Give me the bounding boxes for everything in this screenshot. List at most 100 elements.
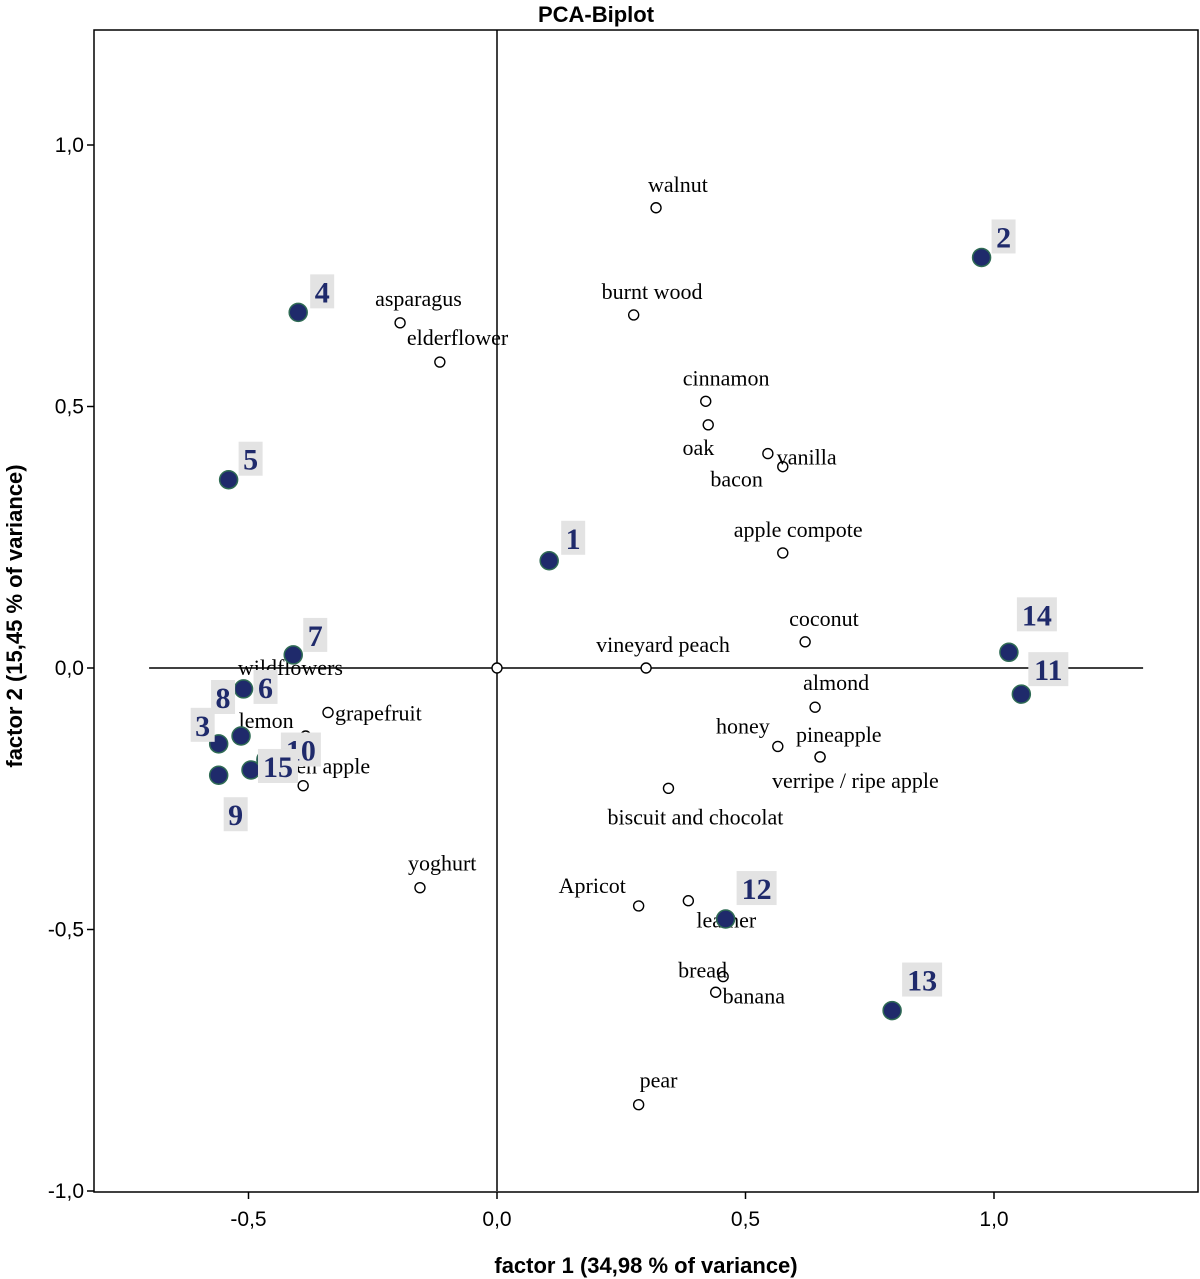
observation-point [1011,684,1032,704]
variable-label: bacon [710,467,763,492]
observation-label-bg [310,274,335,309]
observation-label: 3 [195,710,210,743]
observation-point [231,726,251,746]
y-tick-label: 1,0 [55,134,84,157]
variable-label: banana [723,983,786,1008]
observation-label-bg [1016,597,1057,632]
y-axis-label: factor 2 (15,45 % of variance) [2,464,27,767]
observation-label: 8 [216,682,231,715]
variable-label: grapefruit [335,700,422,725]
variable-point [777,547,789,559]
observation-label: 6 [258,672,273,705]
y-tick-label: -1,0 [48,1180,84,1203]
observation-label-bg [223,797,248,832]
variable-label: bread [678,958,727,983]
observation-point [715,909,736,929]
variable-label: vineyard peach [596,632,730,657]
variable-label: Apricot [559,873,626,898]
variable-point [434,356,446,368]
variable-point [709,986,722,998]
x-tick-label: 0,0 [482,1208,511,1231]
y-tick-label: 0,5 [55,396,84,419]
observation-label-bg [257,748,298,783]
observation-label: 9 [228,799,243,832]
observation-point [971,247,992,268]
observation-label-bg [238,441,263,476]
observation-label-bg [561,520,586,555]
variable-label: coconut [789,606,859,631]
variable-point [772,740,784,753]
variable-point [414,881,426,894]
variable-point [682,895,695,907]
observation-label: 5 [243,444,258,477]
variable-label: burnt wood [602,279,703,304]
variable-point [809,701,821,713]
axis-ticks: -1,0 -0,5 0,0 0,5 1,0 -0,5 0,0 0,5 1,0 [48,134,1009,1231]
observation-point [218,469,239,490]
observation-label-bg [190,707,215,742]
variable-label: cinnamon [683,365,770,390]
origin-marker [491,662,503,674]
variable-label: almond [803,670,869,695]
observation-point [288,302,308,323]
variable-point [762,447,774,460]
variable-label: oak [682,435,714,460]
variable-point [640,662,652,674]
variable-point [777,460,789,473]
observation-point [283,645,303,665]
variable-point [632,900,645,912]
observation-label: 2 [996,221,1011,254]
observation-point [241,760,261,780]
observation-label: 4 [315,276,330,309]
variable-point [700,395,712,407]
observation-point [882,1000,902,1021]
variable-point [297,779,309,792]
variable-label: biscuit and chocolat [607,804,783,829]
observation-label: 13 [907,965,937,998]
observation-label: 12 [742,873,772,906]
variable-points: walnut burnt wood asparagus elderflower cinn… [238,172,939,1111]
observation-label: 15 [263,751,293,784]
variable-point [814,751,826,763]
variable-point [627,309,640,321]
observation-label-bg [211,679,236,714]
observation-label-bg [991,219,1016,254]
observation-point [539,551,559,571]
variable-label: apple compote [734,517,863,542]
variable-label: elderflower [407,325,509,350]
variable-point [799,636,811,648]
variable-label: pineapple [796,722,882,747]
variable-point [394,317,406,329]
variable-point [632,1099,645,1111]
variable-point [322,706,334,719]
observation-label-bg [902,962,943,997]
x-tick-label: 1,0 [979,1208,1008,1231]
variable-label: honey [716,713,770,738]
observation-point [999,642,1019,663]
variable-label: lemon [239,708,294,733]
x-axis-label: factor 1 (34,98 % of variance) [494,1253,797,1278]
observation-label-bg [253,669,278,704]
observation-point [233,679,254,699]
x-tick-label: -0,5 [230,1208,266,1231]
observation-label-bg [1028,652,1069,687]
observation-label: 7 [308,620,323,653]
chart-title: PCA-Biplot [538,2,655,27]
variable-label: pear [640,1068,679,1093]
variable-label: yoghurt [408,851,476,876]
observation-label: 11 [1034,654,1062,687]
variable-label: vanilla [777,445,837,470]
y-tick-label: -0,5 [48,919,84,942]
observation-label: 14 [1022,599,1052,632]
observation-point [208,765,229,785]
variable-point [702,419,714,431]
variable-label: verripe / ripe apple [772,768,939,793]
variable-point [662,782,675,794]
variable-label: walnut [648,172,708,197]
variable-point [650,202,662,214]
variable-point [717,970,729,983]
variable-label: asparagus [375,286,462,311]
observation-label: 1 [566,523,581,556]
